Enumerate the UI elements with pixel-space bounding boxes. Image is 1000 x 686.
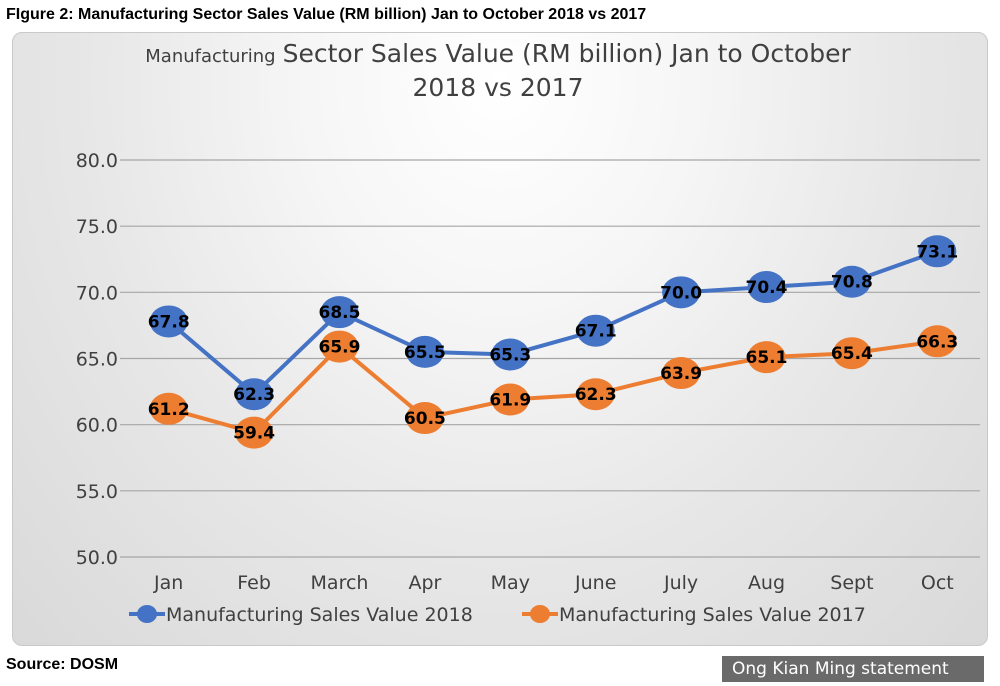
- x-tick-label: March: [311, 572, 369, 594]
- data-label: 65.4: [831, 344, 873, 364]
- figure-caption: FIgure 2: Manufacturing Sector Sales Val…: [6, 6, 647, 23]
- data-point: [918, 325, 957, 358]
- x-tick-label: June: [574, 572, 616, 594]
- y-tick-label: 80.0: [76, 150, 118, 172]
- x-tick-label: Feb: [237, 572, 271, 594]
- data-point: [576, 314, 615, 347]
- legend-label: Manufacturing Sales Value 2018: [166, 604, 473, 626]
- series-line: [167, 249, 938, 397]
- data-label: 62.3: [233, 385, 275, 405]
- chart-subtitle: 2018 vs 2017: [413, 73, 584, 102]
- data-label: 73.1: [916, 242, 958, 262]
- data-point: [149, 305, 188, 338]
- data-label: 61.2: [148, 400, 190, 420]
- data-point: [320, 296, 359, 329]
- data-point: [149, 392, 188, 425]
- series-line: [168, 339, 938, 435]
- data-label: 62.3: [575, 385, 617, 405]
- data-point: [405, 335, 444, 368]
- y-tick-label: 55.0: [76, 481, 118, 503]
- data-point: [832, 337, 871, 370]
- data-label: 70.8: [831, 273, 873, 293]
- data-label: 65.9: [319, 338, 361, 358]
- x-tick-label: Oct: [921, 572, 954, 594]
- data-label: 65.3: [489, 346, 531, 366]
- data-point: [491, 338, 530, 371]
- data-point: [662, 276, 701, 309]
- source-note: Source: DOSM: [6, 656, 119, 673]
- data-label: 70.0: [660, 283, 702, 303]
- data-label: 67.1: [575, 322, 617, 342]
- data-point: [662, 357, 701, 390]
- data-point: [405, 402, 444, 435]
- x-tick-label: Apr: [408, 572, 441, 594]
- x-tick-label: May: [491, 572, 530, 594]
- x-tick-label: Jan: [153, 572, 183, 594]
- chart-panel: [12, 32, 988, 646]
- data-label: 60.5: [404, 409, 446, 429]
- data-label: 61.9: [489, 391, 531, 411]
- data-point: [747, 271, 786, 304]
- legend-marker: [137, 605, 157, 623]
- series-layer: 67.8 62.3 68.5 65.5 65.3 67.1 70.0 70.4 70.8 73.1…: [148, 235, 958, 449]
- data-point: [918, 235, 957, 268]
- y-tick-label: 50.0: [76, 547, 118, 569]
- data-label: 63.9: [660, 364, 702, 384]
- chart-title-small: Manufacturing: [145, 46, 275, 67]
- data-label: 67.8: [148, 312, 190, 332]
- data-label: 68.5: [319, 303, 361, 323]
- y-tick-label: 60.0: [76, 415, 118, 437]
- data-point: [235, 416, 274, 449]
- y-tick-label: 70.0: [76, 282, 118, 304]
- data-point: [320, 330, 359, 363]
- y-tick-label: 75.0: [76, 216, 118, 238]
- data-point: [491, 383, 530, 416]
- data-label: 59.4: [233, 424, 275, 444]
- y-tick-label: 65.0: [76, 349, 118, 371]
- chart-title-large: Sector Sales Value (RM billion) Jan to O…: [283, 39, 852, 68]
- chart-title: Manufacturing Sector Sales Value (RM bill…: [145, 39, 851, 68]
- data-point: [747, 341, 786, 374]
- data-point: [235, 378, 274, 411]
- x-tick-label: July: [663, 572, 698, 594]
- watermark: Ong Kian Ming statement: [722, 656, 984, 682]
- data-point: [832, 265, 871, 298]
- data-label: 70.4: [746, 278, 788, 298]
- x-tick-label: Aug: [748, 572, 785, 594]
- x-tick-label: Sept: [830, 572, 873, 594]
- axis-labels: 80.0 75.0 70.0 65.0 60.0 55.0 50.0 Jan Feb March A…: [76, 150, 954, 594]
- legend: Manufacturing Sales Value 2018 Manufactur…: [129, 604, 866, 626]
- data-label: 66.3: [916, 332, 958, 352]
- legend-label: Manufacturing Sales Value 2017: [559, 604, 866, 626]
- data-label: 65.1: [746, 348, 788, 368]
- legend-marker: [530, 605, 550, 623]
- data-point: [576, 378, 615, 411]
- data-label: 65.5: [404, 343, 446, 363]
